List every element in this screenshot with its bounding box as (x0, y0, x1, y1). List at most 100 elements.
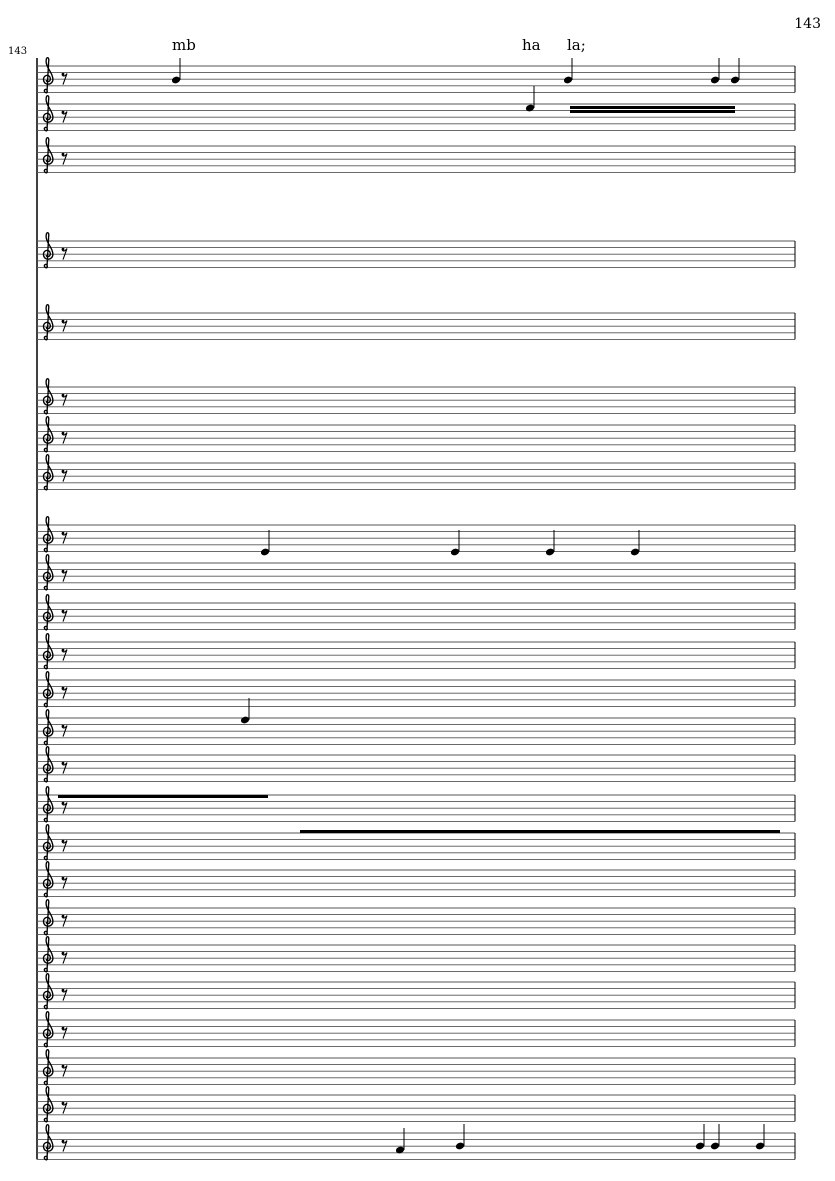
notehead (730, 76, 740, 84)
rest-shape (61, 432, 68, 444)
lyric-syllable: la; (567, 36, 586, 54)
treble-clef-icon (42, 745, 54, 783)
rest (61, 72, 68, 85)
rest (61, 609, 68, 622)
rest-shape (61, 1102, 68, 1114)
treble-clef-shape (42, 94, 54, 132)
rest (61, 531, 68, 544)
rest-shape (61, 802, 68, 814)
treble-clef-icon (42, 823, 54, 861)
rest (61, 469, 68, 482)
beam (570, 110, 735, 113)
rest (61, 801, 68, 814)
notehead (630, 548, 640, 556)
treble-clef-shape (42, 972, 54, 1010)
rest-shape (61, 1140, 68, 1152)
treble-clef-icon (42, 136, 54, 174)
treble-clef-icon (42, 593, 54, 631)
treble-clef-icon (42, 553, 54, 591)
rest-shape (61, 248, 68, 260)
rest-shape (61, 989, 68, 1001)
treble-clef-icon (42, 708, 54, 746)
rest-shape (61, 532, 68, 544)
treble-clef-icon (42, 670, 54, 708)
treble-clef-icon (42, 1123, 54, 1161)
treble-clef-shape (42, 860, 54, 898)
treble-clef-shape (42, 1123, 54, 1161)
beam (570, 106, 735, 109)
treble-clef-icon (42, 898, 54, 936)
rest (61, 393, 68, 406)
rest-shape (61, 320, 68, 332)
rest-shape (61, 111, 68, 123)
rest (61, 110, 68, 123)
treble-clef-shape (42, 670, 54, 708)
rest-shape (61, 394, 68, 406)
notehead (240, 716, 250, 724)
treble-clef-shape (42, 708, 54, 746)
lyric-syllable: ha (522, 36, 541, 54)
rest-shape (61, 1027, 68, 1039)
rest (61, 431, 68, 444)
treble-clef-shape (42, 1010, 54, 1048)
treble-clef-icon (42, 632, 54, 670)
notehead (710, 76, 720, 84)
rest-shape (61, 153, 68, 165)
treble-clef-icon (42, 303, 54, 341)
treble-clef-shape (42, 136, 54, 174)
rest (61, 686, 68, 699)
rest (61, 319, 68, 332)
rest (61, 247, 68, 260)
rest-shape (61, 915, 68, 927)
treble-clef-shape (42, 1048, 54, 1086)
rest (61, 152, 68, 165)
rest-shape (61, 73, 68, 85)
treble-clef-shape (42, 745, 54, 783)
rest (61, 724, 68, 737)
rest-shape (61, 952, 68, 964)
rest (61, 1139, 68, 1152)
rest (61, 648, 68, 661)
rest-shape (61, 610, 68, 622)
treble-clef-shape (42, 898, 54, 936)
rest-shape (61, 840, 68, 852)
treble-clef-shape (42, 823, 54, 861)
rest (61, 1064, 68, 1077)
notehead (695, 1142, 705, 1150)
treble-clef-shape (42, 935, 54, 973)
notehead (171, 76, 181, 84)
treble-clef-shape (42, 515, 54, 553)
rest-shape (61, 877, 68, 889)
rest (61, 839, 68, 852)
treble-clef-icon (42, 1048, 54, 1086)
treble-clef-icon (42, 56, 54, 94)
notehead (755, 1142, 765, 1150)
rest-shape (61, 1065, 68, 1077)
beam (58, 795, 268, 798)
treble-clef-icon (42, 231, 54, 269)
notehead (395, 1146, 405, 1154)
treble-clef-shape (42, 377, 54, 415)
notehead (450, 548, 460, 556)
treble-clef-shape (42, 632, 54, 670)
rest (61, 914, 68, 927)
notehead (545, 548, 555, 556)
treble-clef-shape (42, 593, 54, 631)
treble-clef-shape (42, 231, 54, 269)
rest-shape (61, 725, 68, 737)
rest-shape (61, 762, 68, 774)
rest (61, 1026, 68, 1039)
rest (61, 1101, 68, 1114)
lyric-syllable: mb (172, 36, 196, 54)
measure-number: 143 (8, 46, 28, 57)
treble-clef-shape (42, 415, 54, 453)
treble-clef-icon (42, 972, 54, 1010)
treble-clef-shape (42, 785, 54, 823)
treble-clef-icon (42, 860, 54, 898)
rest-shape (61, 470, 68, 482)
treble-clef-icon (42, 785, 54, 823)
beam (300, 830, 780, 833)
rest (61, 988, 68, 1001)
rest-shape (61, 687, 68, 699)
rest-shape (61, 570, 68, 582)
